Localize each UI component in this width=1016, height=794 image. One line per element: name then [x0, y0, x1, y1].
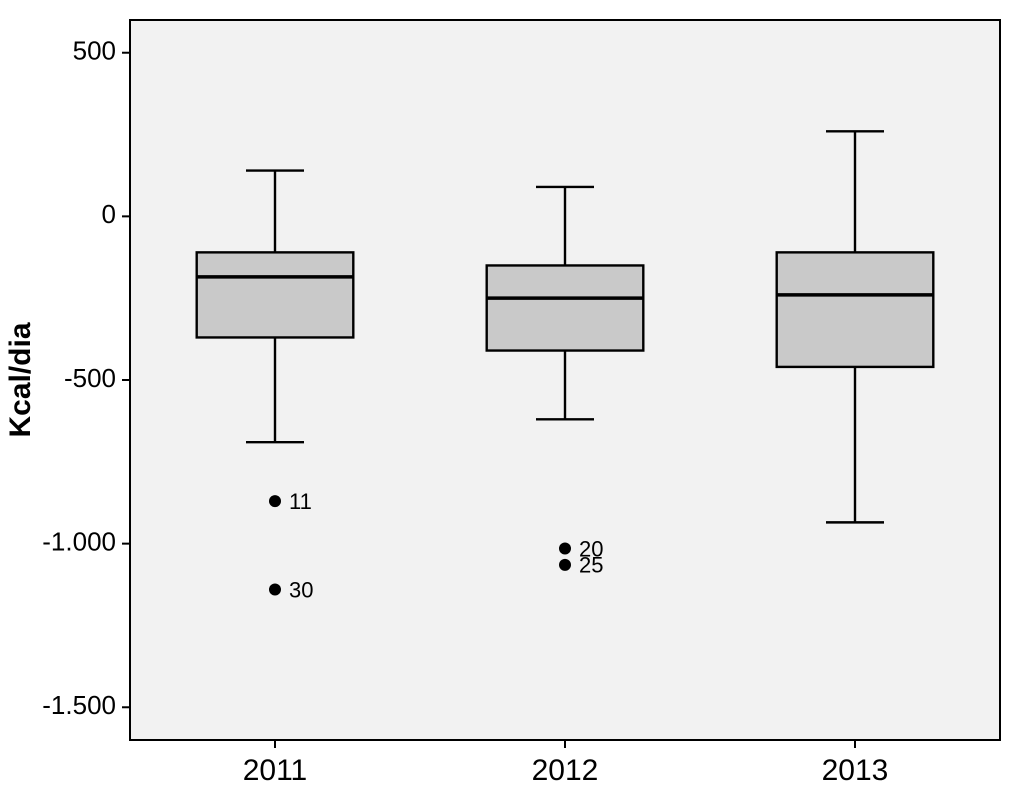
outlier-point	[269, 495, 281, 507]
ytick-label: -500	[64, 363, 116, 393]
outlier-point	[559, 543, 571, 555]
outlier-label: 11	[289, 489, 312, 514]
ytick-label: 0	[102, 199, 116, 229]
y-axis-label: Kcal/dia	[4, 322, 37, 437]
outlier-label: 25	[579, 553, 603, 578]
box-rect	[197, 252, 354, 337]
boxplot-chart: -1.500 -1.000 -500 0 500 Kcal/dia 2011 2012 2013…	[0, 0, 1016, 794]
outlier-label: 30	[289, 577, 313, 602]
box-rect	[777, 252, 934, 367]
outlier-point	[269, 583, 281, 595]
xtick-label: 2012	[532, 754, 599, 787]
ytick-label: -1.000	[42, 527, 116, 557]
xtick-label: 2013	[822, 754, 889, 787]
box-rect	[487, 265, 644, 350]
outlier-point	[559, 559, 571, 571]
ytick-label: 500	[73, 36, 116, 66]
ytick-label: -1.500	[42, 690, 116, 720]
xtick-label: 2011	[243, 754, 308, 787]
